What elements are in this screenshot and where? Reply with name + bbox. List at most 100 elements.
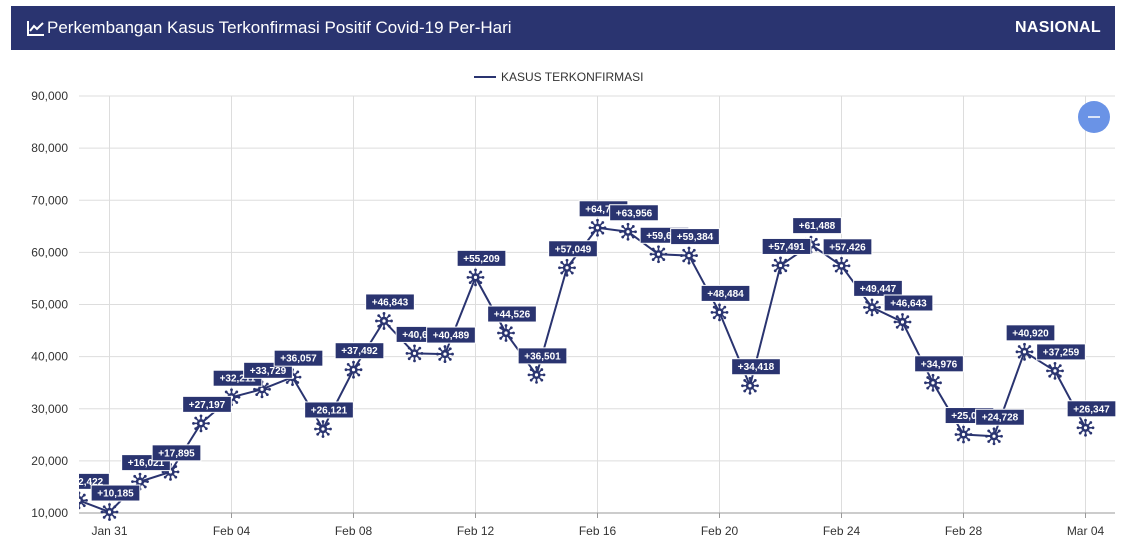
- data-label-text: +57,049: [555, 244, 592, 255]
- data-point-marker[interactable]: [99, 502, 120, 522]
- y-tick-label: 20,000: [31, 454, 68, 468]
- data-point-marker[interactable]: [740, 376, 760, 396]
- page-title: Perkembangan Kasus Terkonfirmasi Positif…: [47, 18, 512, 37]
- data-label-text: +55,209: [463, 254, 500, 265]
- legend-label[interactable]: KASUS TERKONFIRMASI: [501, 70, 643, 84]
- data-point-marker[interactable]: [435, 344, 455, 364]
- data-label-text: +37,259: [1043, 347, 1080, 358]
- y-tick-label: 90,000: [31, 89, 68, 103]
- legend: KASUS TERKONFIRMASI: [474, 70, 643, 84]
- data-point-marker[interactable]: [648, 244, 669, 264]
- data-label: +63,956: [609, 204, 659, 222]
- data-point-marker[interactable]: [526, 365, 547, 385]
- data-label-text: +32,211: [220, 374, 256, 385]
- data-point-marker[interactable]: [465, 267, 486, 288]
- data-label: +10,185: [90, 484, 141, 502]
- x-tick-label: Feb 20: [701, 524, 739, 538]
- data-label: +40,920: [1005, 324, 1056, 342]
- data-label-text: +25,054: [951, 411, 988, 422]
- data-point-marker[interactable]: [953, 424, 974, 445]
- data-point-marker[interactable]: [587, 218, 608, 238]
- data-label: +48,484: [700, 284, 751, 302]
- data-label: +61,488: [792, 217, 842, 235]
- data-point-marker[interactable]: [496, 323, 516, 343]
- data-point-marker[interactable]: [923, 373, 943, 393]
- data-label-text: +40,920: [1012, 328, 1049, 339]
- data-label-text: +36,057: [280, 354, 317, 365]
- data-point-marker[interactable]: [1045, 361, 1065, 381]
- axes: 10,000 20,000 30,000 40,000 50,000 60,000 70,0…: [31, 89, 1115, 538]
- data-label-text: +46,643: [890, 298, 927, 309]
- data-label: +36,501: [517, 347, 568, 365]
- chart-header: Perkembangan Kasus Terkonfirmasi Positif…: [11, 6, 1115, 50]
- data-label-text: +37,492: [341, 346, 378, 357]
- data-label-text: +40,489: [433, 331, 470, 342]
- data-point-marker[interactable]: [70, 490, 89, 511]
- data-point-marker[interactable]: [831, 256, 852, 276]
- y-tick-label: 80,000: [31, 141, 68, 155]
- data-label: +27,197: [182, 395, 232, 413]
- data-point-marker[interactable]: [313, 419, 333, 439]
- data-label-text: +33,729: [250, 366, 287, 377]
- data-label: +46,843: [365, 293, 415, 311]
- data-label: +37,259: [1036, 343, 1086, 361]
- x-tick-label: Feb 04: [213, 524, 251, 538]
- data-label: +55,209: [456, 249, 507, 267]
- data-label-text: +63,956: [616, 208, 653, 219]
- line-chart-icon: [27, 21, 44, 36]
- data-label-text: +10,185: [97, 489, 134, 500]
- data-label-text: +59,384: [677, 232, 714, 243]
- y-tick-label: 10,000: [31, 506, 68, 520]
- data-label: +37,492: [334, 342, 385, 360]
- data-label: +17,895: [151, 444, 202, 462]
- data-label-text: +57,426: [829, 242, 866, 253]
- data-label-text: +26,347: [1073, 404, 1110, 415]
- data-label-text: +57,491: [768, 242, 805, 253]
- data-label-text: +48,484: [707, 289, 744, 300]
- data-point-marker[interactable]: [557, 258, 577, 278]
- data-point-marker[interactable]: [404, 343, 425, 364]
- data-label-text: +36,501: [524, 351, 561, 362]
- data-point-marker[interactable]: [984, 426, 1004, 446]
- data-label: +57,426: [822, 238, 873, 256]
- data-label: +49,447: [853, 279, 903, 297]
- data-label-text: +34,418: [738, 362, 775, 373]
- data-label: +34,418: [731, 358, 781, 376]
- data-label-text: +12,422: [67, 477, 104, 488]
- data-label-text: +44,526: [494, 310, 531, 321]
- data-point-marker[interactable]: [618, 222, 638, 242]
- x-tick-label: Feb 28: [945, 524, 983, 538]
- data-label-text: +34,976: [921, 359, 958, 370]
- zoom-out-button[interactable]: [1078, 101, 1110, 133]
- data-point-marker[interactable]: [374, 311, 394, 331]
- data-label: +40,489: [426, 326, 476, 344]
- data-point-marker[interactable]: [709, 302, 730, 323]
- data-label-text: +49,447: [860, 284, 897, 295]
- y-tick-label: 40,000: [31, 350, 68, 364]
- y-tick-label: 50,000: [31, 298, 68, 312]
- data-label-text: +59,635: [646, 231, 683, 242]
- data-label-text: +16,021: [128, 458, 165, 469]
- data-point-marker[interactable]: [862, 297, 882, 318]
- data-label-text: +46,843: [372, 297, 409, 308]
- data-label: +26,347: [1066, 400, 1116, 418]
- data-label: +24,728: [975, 408, 1025, 426]
- data-point-marker[interactable]: [343, 359, 364, 380]
- data-label: +36,057: [273, 349, 324, 367]
- data-point-marker[interactable]: [1075, 418, 1096, 438]
- x-tick-label: Feb 08: [335, 524, 373, 538]
- x-tick-label: Feb 12: [457, 524, 495, 538]
- data-point-marker[interactable]: [770, 255, 791, 276]
- data-label-text: +17,895: [158, 448, 195, 459]
- header-title-group: Perkembangan Kasus Terkonfirmasi Positif…: [27, 18, 512, 38]
- data-label-text: +61,488: [799, 221, 836, 232]
- data-point-marker[interactable]: [191, 413, 211, 434]
- y-tick-label: 60,000: [31, 245, 68, 259]
- data-label: +26,121: [304, 401, 354, 419]
- data-point-marker[interactable]: [892, 312, 913, 332]
- data-point-marker[interactable]: [679, 245, 699, 266]
- x-tick-label: Mar 04: [1067, 524, 1105, 538]
- data-point-marker[interactable]: [1014, 342, 1035, 362]
- data-label-text: +40,618: [402, 330, 439, 341]
